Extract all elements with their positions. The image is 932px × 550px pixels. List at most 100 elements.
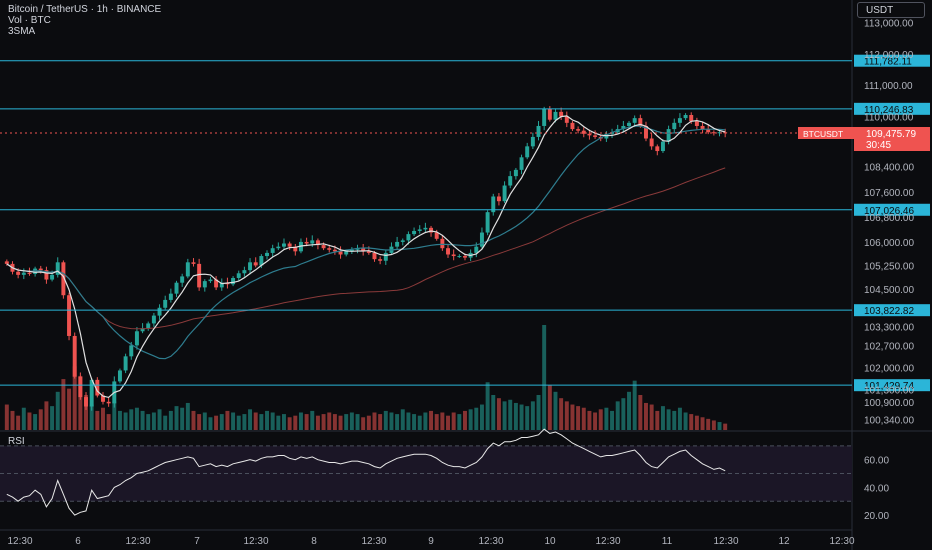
candle-body — [479, 232, 484, 247]
volume-bar — [660, 406, 665, 430]
volume-bar — [157, 409, 162, 430]
volume-bar — [236, 415, 241, 430]
price-scale-label: 103,300.00 — [864, 323, 914, 334]
level-price-tag — [854, 203, 930, 216]
volume-bar — [163, 415, 168, 430]
candle-body — [151, 315, 156, 324]
volume-bar — [400, 409, 405, 430]
currency-button[interactable]: USDT — [857, 2, 925, 18]
candle-body — [242, 270, 247, 274]
candle-body — [372, 252, 377, 260]
candle-body — [146, 323, 151, 329]
candle-body — [361, 248, 366, 252]
candle-body — [530, 136, 535, 147]
candle-body — [406, 234, 411, 241]
candle-body — [689, 115, 694, 122]
time-label: 12 — [778, 536, 790, 547]
volume-bar — [604, 407, 609, 430]
candle-body — [677, 118, 682, 123]
volume-bar — [513, 402, 518, 430]
volume-bar — [621, 398, 626, 430]
symbol-title[interactable]: Bitcoin / TetherUS · 1h · BINANCE — [8, 4, 162, 15]
candle-body — [321, 245, 326, 249]
volume-bar — [689, 414, 694, 430]
volume-bar — [338, 415, 343, 430]
volume-bar — [502, 401, 507, 430]
candle-body — [451, 254, 456, 257]
volume-bar — [287, 417, 292, 430]
volume-bar — [134, 407, 139, 430]
volume-bar — [587, 410, 592, 430]
last-price-tag — [854, 126, 930, 151]
price-scale-label: 106,000.00 — [864, 238, 914, 249]
candle-body — [383, 252, 388, 261]
candle-body — [576, 129, 581, 131]
volume-bar — [530, 401, 535, 430]
volume-bar — [440, 412, 445, 430]
candle-body — [513, 169, 518, 177]
candle-body — [304, 241, 309, 244]
volume-bar — [242, 414, 247, 430]
price-scale-label: 100,900.00 — [864, 398, 914, 409]
last-price-label: 109,475.79 — [866, 129, 916, 140]
candle-body — [587, 133, 592, 136]
volume-bar — [146, 414, 151, 430]
price-scale-label: 100,340.00 — [864, 415, 914, 426]
candle-body — [559, 111, 564, 117]
candle-body — [89, 379, 94, 407]
candle-body — [27, 272, 32, 274]
rsi-line — [6, 428, 726, 516]
time-label: 8 — [311, 536, 317, 547]
candle-body — [61, 262, 66, 296]
volume-bar — [468, 409, 473, 430]
candle-body — [400, 240, 405, 242]
volume-bar — [315, 415, 320, 430]
volume-bar — [253, 412, 258, 430]
volume-bar — [185, 402, 190, 430]
volume-bar — [508, 399, 513, 430]
candle-body — [248, 262, 253, 271]
level-price-label: 101,429.74 — [864, 381, 914, 392]
price-scale-label: 110,000.00 — [864, 113, 914, 124]
volume-bar — [632, 380, 637, 430]
level-price-tag — [854, 379, 930, 392]
candle-body — [593, 135, 598, 137]
candle-body — [378, 259, 383, 261]
level-price-label: 111,782.11 — [864, 57, 912, 68]
candle-body — [202, 281, 207, 288]
volume-bar — [406, 412, 411, 430]
volume-bar — [61, 379, 66, 430]
volume-bar — [649, 404, 654, 430]
volume-bar — [542, 325, 547, 430]
time-label: 12:30 — [125, 536, 150, 547]
volume-bar — [117, 410, 122, 430]
volume-bar — [38, 409, 43, 430]
price-scale-label: 106,800.00 — [864, 213, 914, 224]
rsi-scale-label: 60.00 — [864, 456, 889, 467]
candle-body — [649, 138, 654, 147]
volume-bar — [208, 417, 213, 430]
price-scale-label: 107,600.00 — [864, 188, 914, 199]
candle-body — [570, 122, 575, 130]
candle-body — [694, 121, 699, 126]
volume-bar — [519, 404, 524, 430]
candle-body — [185, 262, 190, 277]
volume-bar — [717, 422, 722, 430]
level-price-tag — [854, 102, 930, 115]
volume-bar — [55, 391, 60, 430]
volume-bar — [72, 366, 77, 430]
candle-body — [16, 271, 21, 275]
candle-body — [344, 251, 349, 255]
price-scale-label: 113,000.00 — [864, 19, 914, 30]
candle-body — [236, 273, 241, 278]
volume-bar — [321, 414, 326, 430]
candle-body — [395, 241, 400, 247]
candle-body — [208, 279, 213, 282]
volume-bar — [412, 414, 417, 430]
time-label: 11 — [662, 536, 673, 547]
volume-bar — [627, 391, 631, 430]
volume-bar — [16, 415, 21, 430]
volume-bar — [672, 410, 677, 430]
candle-body — [717, 132, 722, 134]
